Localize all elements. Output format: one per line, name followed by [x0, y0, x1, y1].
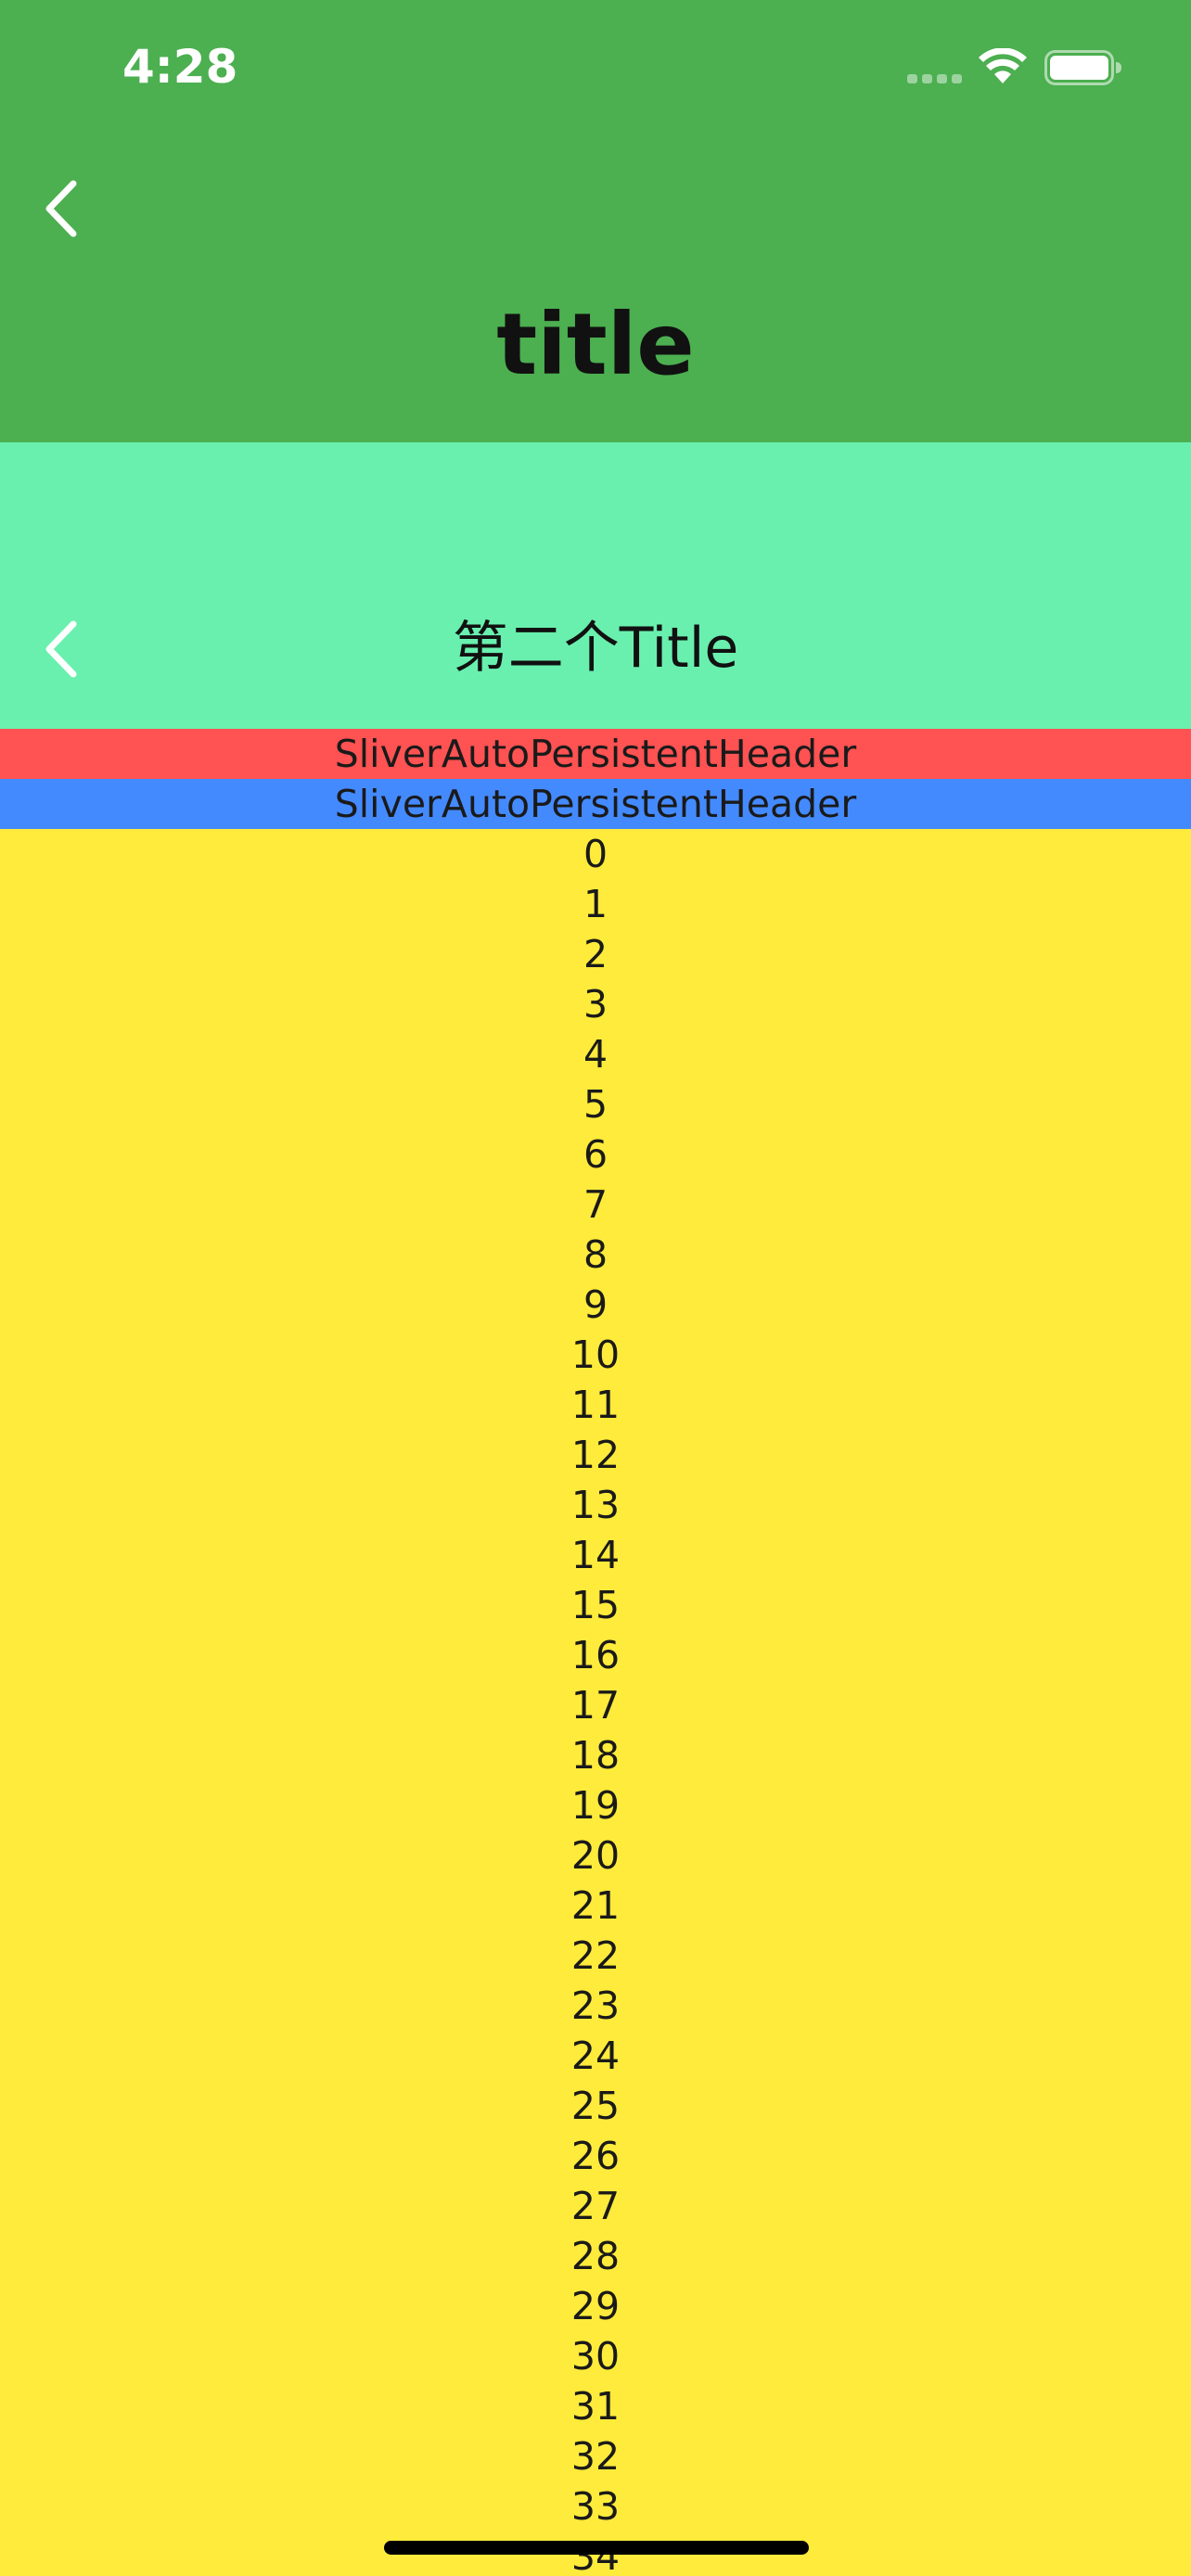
list-item: 14 — [570, 1533, 621, 1577]
home-indicator[interactable] — [384, 2541, 809, 2555]
list-item: 27 — [570, 2184, 621, 2228]
list-item: 1 — [583, 882, 608, 926]
list-item: 9 — [583, 1282, 608, 1327]
list-item: 19 — [570, 1783, 621, 1828]
chevron-left-icon — [45, 180, 77, 237]
list-item: 18 — [570, 1733, 621, 1778]
list-item: 29 — [570, 2284, 621, 2328]
list-item: 24 — [570, 2034, 621, 2078]
list-item: 28 — [570, 2234, 621, 2278]
battery-icon — [1044, 50, 1121, 85]
list-item: 26 — [570, 2134, 621, 2178]
list-item: 31 — [570, 2384, 621, 2429]
list-item: 5 — [583, 1082, 608, 1127]
list-item: 32 — [570, 2434, 621, 2479]
app-bar: 4:28 title — [0, 0, 1191, 442]
chevron-left-icon — [45, 620, 77, 678]
list-item: 10 — [570, 1333, 621, 1377]
list-item: 6 — [583, 1132, 608, 1177]
list-item: 12 — [570, 1433, 621, 1477]
list-item: 7 — [583, 1182, 608, 1227]
second-page-title: 第二个Title — [452, 616, 739, 681]
list-item: 23 — [570, 1983, 621, 2028]
back-button-2[interactable] — [28, 612, 93, 686]
list-item: 33 — [570, 2484, 621, 2529]
second-app-bar: 第二个Title — [0, 442, 1191, 729]
list-item: 11 — [570, 1383, 621, 1427]
list-item: 20 — [570, 1833, 621, 1878]
list-item: 3 — [583, 982, 608, 1027]
back-button[interactable] — [28, 172, 93, 246]
page-title: title — [496, 295, 695, 394]
list-item: 8 — [583, 1232, 608, 1277]
list-item: 25 — [570, 2084, 621, 2128]
list-item: 22 — [570, 1933, 621, 1978]
number-list[interactable]: 0 1 2 3 4 5 6 7 8 9 10 11 12 13 14 15 16 17 18 19 20 21 22 23 24… — [0, 829, 1191, 2576]
list-item: 2 — [583, 932, 608, 976]
list-item: 21 — [570, 1883, 621, 1928]
list-item: 30 — [570, 2334, 621, 2378]
cellular-signal-icon — [907, 74, 963, 83]
list-item: 4 — [583, 1032, 608, 1077]
wifi-icon — [979, 48, 1027, 83]
list-item: 17 — [570, 1683, 621, 1728]
persistent-header-blue: SliverAutoPersistentHeader — [0, 779, 1191, 829]
persistent-header-red: SliverAutoPersistentHeader — [0, 729, 1191, 779]
list-item: 0 — [583, 832, 608, 876]
list-item: 15 — [570, 1583, 621, 1627]
status-time: 4:28 — [122, 40, 238, 94]
list-item: 16 — [570, 1633, 621, 1677]
list-item: 13 — [570, 1483, 621, 1527]
